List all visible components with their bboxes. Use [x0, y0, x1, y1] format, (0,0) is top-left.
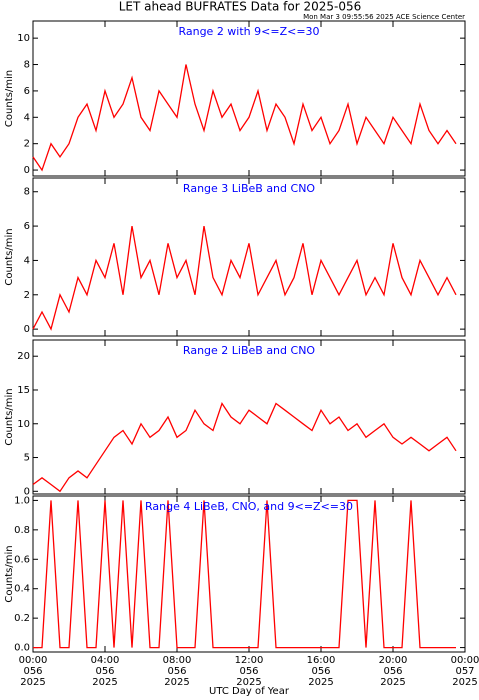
y-tick-label: 2 [24, 139, 30, 150]
x-tick-year: 2025 [236, 677, 261, 688]
y-axis-label: Counts/min [4, 545, 15, 602]
data-line [32, 64, 457, 172]
y-axis-label: Counts/min [4, 70, 15, 127]
y-tick-label: 0.4 [14, 584, 30, 595]
x-axis-label: UTC Day of Year [209, 686, 290, 697]
x-tick-year: 2025 [452, 677, 477, 688]
y-tick-label: 0.6 [14, 554, 30, 565]
panel-annotation: Range 2 with 9<=Z<=30 [178, 25, 319, 38]
y-tick-label: 6 [24, 86, 30, 97]
chart-title: LET ahead BUFRATES Data for 2025-056 [119, 0, 361, 14]
x-tick-day: 056 [167, 666, 186, 677]
data-line [32, 402, 457, 493]
y-tick-label: 10 [17, 33, 30, 44]
x-tick-label: 00:00 [19, 655, 48, 666]
x-tick-year: 2025 [20, 677, 45, 688]
x-tick-year: 2025 [164, 677, 189, 688]
panel-annotation: Range 4 LiBeB, CNO, and 9<=Z<=30 [145, 500, 353, 513]
y-tick-label: 5 [24, 453, 30, 464]
x-tick-day: 057 [455, 666, 474, 677]
y-tick-label: 6 [24, 221, 30, 232]
data-line [32, 225, 457, 331]
y-tick-label: 2 [24, 290, 30, 301]
y-tick-label: 0.8 [14, 525, 30, 536]
x-tick-label: 00:00 [451, 655, 479, 666]
x-tick-label: 08:00 [163, 655, 192, 666]
x-tick-day: 056 [383, 666, 402, 677]
y-tick-label: 4 [24, 255, 30, 266]
y-tick-label: 8 [24, 187, 30, 198]
y-tick-label: 4 [24, 112, 30, 123]
x-tick-day: 056 [239, 666, 258, 677]
y-tick-label: 8 [24, 60, 30, 71]
x-tick-label: 20:00 [379, 655, 408, 666]
x-tick-day: 056 [95, 666, 114, 677]
chart-subtitle: Mon Mar 3 09:55:56 2025 ACE Science Cent… [303, 13, 465, 21]
x-tick-year: 2025 [380, 677, 405, 688]
panel-annotation: Range 3 LiBeB and CNO [183, 182, 315, 195]
x-tick-year: 2025 [308, 677, 333, 688]
data-line [33, 499, 456, 649]
x-tick-day: 056 [311, 666, 330, 677]
x-tick-year: 2025 [92, 677, 117, 688]
y-tick-label: 0.2 [14, 613, 30, 624]
x-tick-label: 16:00 [307, 655, 336, 666]
y-tick-label: 10 [17, 419, 30, 430]
y-tick-label: 20 [17, 351, 30, 362]
y-tick-label: 0 [24, 165, 30, 176]
y-tick-label: 0 [24, 324, 30, 335]
panel-annotation: Range 2 LiBeB and CNO [183, 344, 315, 357]
y-tick-label: 0.0 [14, 643, 30, 654]
y-tick-label: 15 [17, 385, 30, 396]
y-axis-label: Counts/min [4, 228, 15, 285]
x-tick-label: 04:00 [91, 655, 120, 666]
y-tick-label: 1.0 [14, 495, 30, 506]
x-tick-day: 056 [23, 666, 42, 677]
y-tick-label: 0 [24, 486, 30, 497]
x-tick-label: 12:00 [235, 655, 264, 666]
y-axis-label: Counts/min [4, 388, 15, 445]
